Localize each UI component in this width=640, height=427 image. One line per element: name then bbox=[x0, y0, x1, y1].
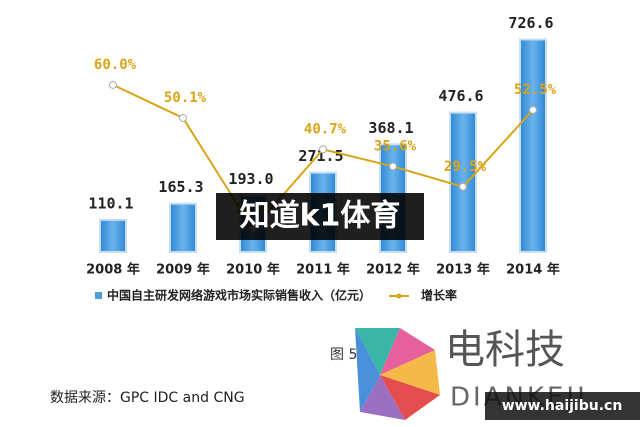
url-box bbox=[485, 392, 640, 420]
line-label: 29.5% bbox=[444, 159, 487, 175]
logo-title: 电科技 bbox=[445, 327, 565, 373]
value-label: 193.0 bbox=[228, 170, 273, 188]
x-tick-label: 2010 年 bbox=[226, 262, 280, 278]
x-tick-label: 2012 年 bbox=[366, 262, 420, 278]
bar bbox=[99, 218, 127, 253]
line-label: 35.6% bbox=[374, 138, 417, 154]
value-label: 726.6 bbox=[508, 14, 553, 32]
line-label: 50.1% bbox=[164, 90, 207, 106]
value-label: 476.6 bbox=[438, 87, 483, 105]
x-tick-label: 2009 年 bbox=[156, 262, 210, 278]
x-tick-label: 2008 年 bbox=[86, 262, 140, 278]
line-label: 60.0% bbox=[94, 57, 137, 73]
watermark: 知道k1体育 bbox=[240, 199, 401, 234]
x-tick-label: 2013 年 bbox=[436, 262, 490, 278]
x-tick-label: 2011 年 bbox=[296, 262, 350, 278]
legend-swatch bbox=[95, 292, 102, 299]
source: 数据来源：GPC IDC and CNG bbox=[50, 390, 245, 406]
line-marker bbox=[529, 105, 537, 114]
bar bbox=[519, 38, 547, 254]
x-tick-label: 2014 年 bbox=[506, 262, 560, 278]
line-marker bbox=[109, 80, 117, 89]
legend-swatch bbox=[396, 293, 402, 299]
watermark-box bbox=[216, 193, 424, 240]
line-marker bbox=[389, 162, 397, 171]
legend-label: 增长率 bbox=[421, 288, 457, 303]
bar bbox=[449, 111, 477, 253]
caption: 图 5 bbox=[330, 347, 357, 363]
line-marker bbox=[459, 182, 467, 191]
bar bbox=[169, 202, 197, 253]
line-label: 52.5% bbox=[514, 82, 557, 98]
line-marker bbox=[179, 113, 187, 122]
legend-label: 中国自主研发网络游戏市场实际销售收入（亿元） bbox=[107, 288, 371, 303]
logo-shape bbox=[355, 328, 440, 420]
value-label: 110.1 bbox=[88, 194, 133, 212]
line-marker bbox=[319, 145, 327, 154]
value-label: 165.3 bbox=[158, 178, 203, 196]
url: www.haijibu.cn bbox=[502, 398, 623, 414]
value-label: 368.1 bbox=[368, 119, 413, 137]
line-label: 40.7% bbox=[304, 121, 347, 137]
